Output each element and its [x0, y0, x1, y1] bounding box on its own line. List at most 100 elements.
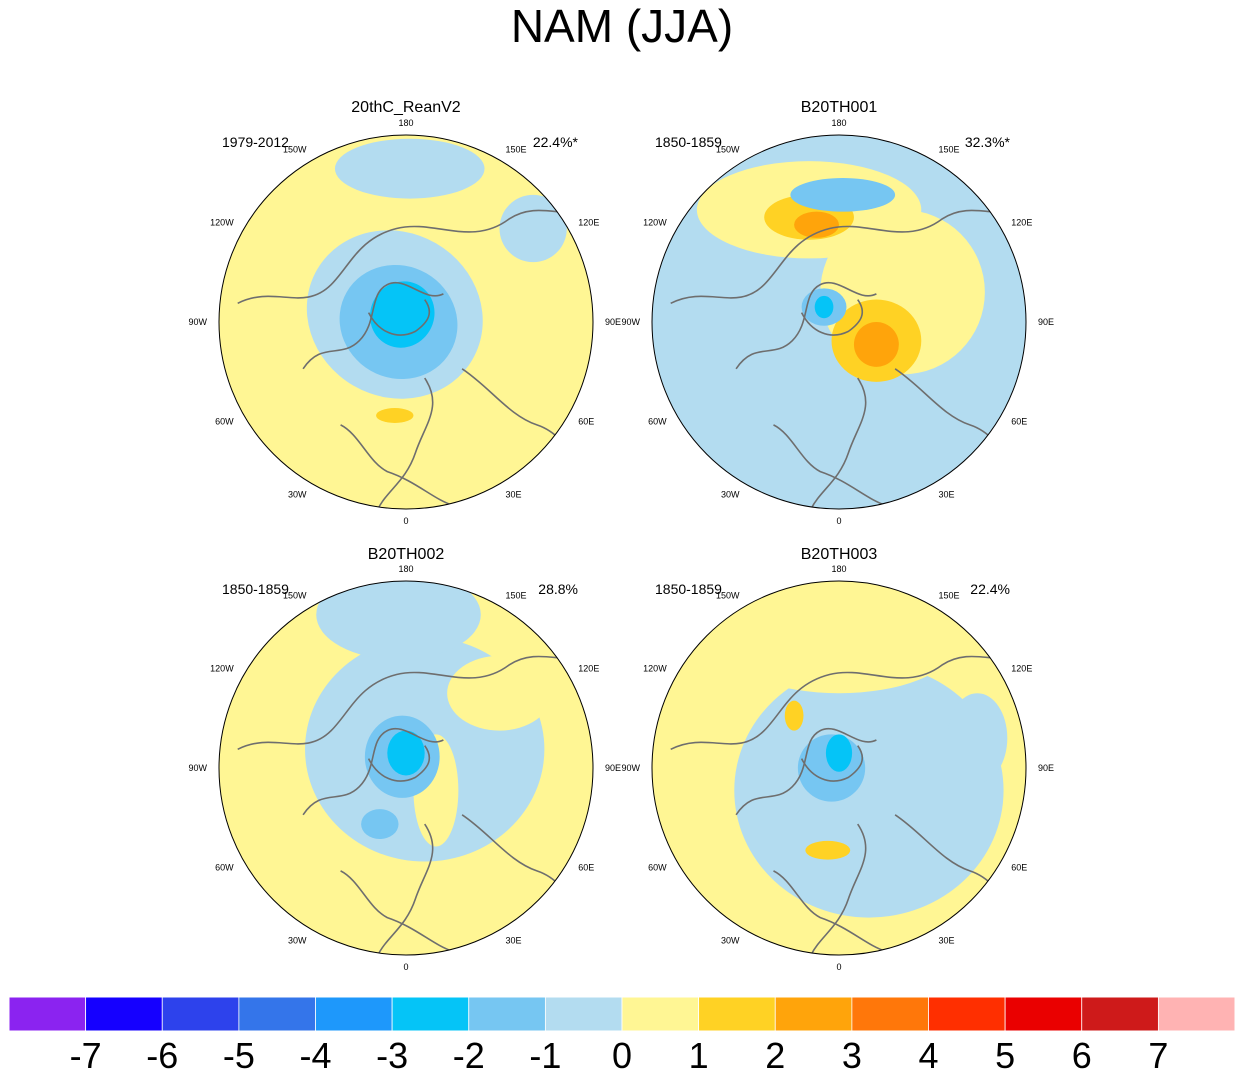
lon-label: 30E: [506, 935, 522, 945]
lon-label: 60W: [215, 417, 234, 427]
colorbar-swatch: [85, 996, 163, 1032]
map-border: [651, 134, 1027, 510]
panel-period: 1850-1859: [655, 581, 722, 597]
panel-title: 20thC_ReanV2: [351, 99, 461, 116]
lon-label: 90E: [1038, 317, 1054, 327]
colorbar-tick-label: -1: [529, 1035, 561, 1076]
contour-region: [853, 322, 899, 367]
colorbar-tick-label: 4: [918, 1035, 938, 1076]
panel-title: B20TH001: [801, 99, 878, 116]
lon-label: 150W: [716, 145, 740, 155]
colorbar-swatch: [315, 996, 393, 1032]
contour-region: [825, 734, 853, 772]
panel-title: B20TH003: [801, 546, 878, 563]
lon-label: 30E: [506, 489, 522, 499]
colorbar-swatch: [1081, 996, 1159, 1032]
lon-label: 120W: [210, 664, 234, 674]
map-field: [219, 135, 593, 509]
lon-label: 180: [831, 118, 846, 128]
lon-label: 120E: [1011, 218, 1032, 228]
lon-label: 60E: [1011, 417, 1027, 427]
colorbar-tick-label: -6: [146, 1035, 178, 1076]
coastline: [670, 209, 1017, 305]
colorbar-tick-label: 1: [689, 1035, 709, 1076]
map-field: [219, 581, 593, 955]
lon-label: 150E: [506, 591, 527, 601]
colorbar-swatch: [1004, 996, 1083, 1032]
lon-label: 30W: [721, 935, 740, 945]
lon-label: 90E: [1038, 763, 1054, 773]
map-border: [218, 580, 594, 956]
contour-region: [334, 138, 485, 199]
lon-label: 120W: [210, 218, 234, 228]
map-panel-2: B20TH001 1850-1859 32.3%* 180 150E 120E 90E 60E…: [621, 99, 1054, 526]
coastline: [735, 281, 877, 370]
panel-percent: 28.8%: [538, 581, 578, 597]
coastline: [377, 823, 434, 955]
contour-region: [794, 211, 839, 238]
lon-label: 150W: [283, 591, 307, 601]
colorbar-tick-label: -3: [376, 1035, 408, 1076]
coastline: [302, 281, 444, 370]
map-panel-1: 20thC_ReanV2 1979-2012 22.4%* 180 150E 120E 90…: [188, 99, 621, 526]
contour-region: [790, 178, 896, 212]
contour-region: [499, 194, 567, 263]
contour-region: [316, 581, 481, 660]
lon-label: 180: [398, 118, 413, 128]
contour-region: [734, 663, 1004, 918]
map-field: [652, 581, 1026, 955]
lon-label: 30W: [288, 489, 307, 499]
map-border: [218, 134, 594, 510]
contour-region: [784, 700, 804, 731]
colorbar-swatch: [544, 996, 623, 1032]
panel-period: 1850-1859: [222, 581, 289, 597]
coastline: [367, 299, 431, 336]
colorbar-swatch: [238, 996, 316, 1032]
lon-label: 90W: [188, 763, 207, 773]
lon-label: 0: [403, 962, 408, 972]
colorbar-swatch: [391, 996, 470, 1032]
colorbar-swatch: [774, 996, 853, 1032]
map-border: [651, 580, 1027, 956]
lon-label: 60W: [215, 863, 234, 873]
lon-label: 60W: [648, 417, 667, 427]
coastline: [377, 377, 434, 509]
lon-label: 90W: [621, 763, 640, 773]
contour-region: [726, 603, 952, 694]
figure-title: NAM (JJA): [510, 0, 734, 52]
colorbar-tick-label: -7: [70, 1035, 102, 1076]
lon-label: 120W: [643, 218, 667, 228]
colorbar: -7 -6 -5 -4 -3 -2 -1 0 1 2 3 4 5 6 7: [8, 996, 1236, 1076]
colorbar-tick-label: -4: [299, 1035, 331, 1076]
coastline: [670, 655, 1017, 751]
lon-label: 30W: [721, 489, 740, 499]
coastline: [367, 745, 431, 782]
map-panel-4: B20TH003 1850-1859 22.4% 180 150E 120E 90E 60E 3…: [621, 546, 1054, 972]
coastline: [237, 209, 584, 305]
map-panel-3: B20TH002 1850-1859 28.8% 180 150E 120E 90E 60E 3…: [188, 546, 621, 972]
lon-label: 0: [403, 516, 408, 526]
colorbar-tick-label: 5: [995, 1035, 1015, 1076]
contour-region: [376, 408, 414, 423]
colorbar-swatch: [8, 996, 87, 1032]
contour-region: [361, 809, 399, 840]
lon-label: 150E: [506, 145, 527, 155]
contour-region: [814, 295, 834, 319]
lon-label: 120E: [578, 218, 599, 228]
contour-region: [447, 655, 552, 731]
lon-label: 30E: [939, 489, 955, 499]
lon-label: 90E: [605, 763, 621, 773]
coastline: [810, 823, 867, 955]
lon-label: 60W: [648, 863, 667, 873]
lon-label: 90E: [605, 317, 621, 327]
lon-label: 150E: [939, 591, 960, 601]
colorbar-swatch: [161, 996, 240, 1032]
coastline: [800, 745, 864, 782]
contour-region: [947, 693, 1008, 783]
coastline: [810, 377, 867, 509]
lon-label: 180: [831, 564, 846, 574]
coastline: [800, 299, 864, 336]
lon-label: 150E: [939, 145, 960, 155]
map-panels: 20thC_ReanV2 1979-2012 22.4%* 180 150E 120E 90…: [188, 99, 1054, 972]
